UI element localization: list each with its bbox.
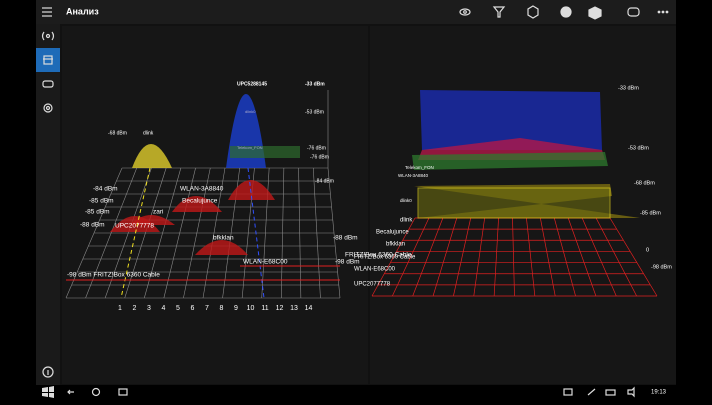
signal-dome <box>130 215 175 225</box>
network-label: WLAN-E68C00 <box>354 267 396 273</box>
signal-dome <box>172 196 222 212</box>
network-label: dlink0 <box>400 198 412 203</box>
network-label: UPC5288145 <box>237 81 267 87</box>
grid-line <box>493 217 499 297</box>
network-label: UPC2077778 <box>115 223 154 230</box>
channel-label: 3 <box>147 305 151 312</box>
network-label: WLAN-E68C00 <box>243 259 288 266</box>
channel-label: 10 <box>247 305 255 312</box>
toolbar[interactable] <box>459 5 669 20</box>
network-label: -68 dBm <box>108 130 127 136</box>
network-label: -84 dBm <box>93 186 118 193</box>
signal-surface <box>412 152 608 170</box>
grid-line <box>553 217 576 297</box>
channel-label: 14 <box>305 305 313 312</box>
level-label: -53 dBm <box>628 145 649 151</box>
grid-line <box>371 217 416 297</box>
network-label: Telekom_FON <box>237 145 263 150</box>
network-label: -98 dBm FRITZ!Box 6360 Cable <box>67 272 160 279</box>
grid-line <box>453 217 472 297</box>
labels: UPC5288145 -33 dBm -68 dBm dlink -53 dBm -76 … <box>67 81 672 312</box>
network-label: -33 dBm <box>305 81 325 87</box>
sidebar <box>36 24 60 385</box>
network-label: -53 dBm <box>305 109 324 115</box>
title-bar <box>36 0 676 24</box>
grid-line <box>581 217 617 297</box>
network-label: WLAN-3A8840 <box>180 186 224 193</box>
network-label: -84 dBm <box>315 178 334 184</box>
channel-label: 8 <box>220 305 224 312</box>
grid-line <box>473 217 485 297</box>
channel-marker <box>247 167 265 299</box>
network-label: -88 dBm <box>80 222 105 229</box>
grid-line <box>526 217 536 297</box>
taskbar-icons[interactable] <box>42 386 635 398</box>
taskbar <box>0 385 712 400</box>
channel-label: 4 <box>162 305 166 312</box>
network-label: zari <box>153 209 163 216</box>
level-label: -68 dBm <box>634 180 655 186</box>
network-label: UPC2077778 <box>354 282 391 288</box>
network-label: Becalujunce <box>182 198 218 205</box>
network-label: FRITZ!Box 6360 Cable <box>354 255 416 261</box>
network-label: -76 dBm <box>310 154 329 160</box>
sidebar-active[interactable] <box>36 48 60 72</box>
network-label: -85 dBm <box>85 209 110 216</box>
clock: 19:13 <box>651 390 667 396</box>
grid-line <box>567 217 597 297</box>
network-label: Becalujunce <box>376 230 409 236</box>
network-label: WLAN-3A8840 <box>398 173 429 178</box>
network-label: FRITZ!Box 6360 Cable <box>345 252 412 259</box>
channel-label: 9 <box>234 305 238 312</box>
level-label: 0 <box>646 247 649 253</box>
network-label: bfkklan <box>386 242 405 248</box>
channel-label: 12 <box>276 305 284 312</box>
signal-surface <box>420 90 602 150</box>
level-label: -98 dBm <box>651 264 672 270</box>
page-title: Анализ <box>66 6 99 16</box>
channel-label: 6 <box>191 305 195 312</box>
grid-line <box>392 217 430 297</box>
network-label: dlink <box>400 218 413 224</box>
network-label: -85 dBm <box>89 198 114 205</box>
grid-line <box>595 217 637 297</box>
channel-label: 5 <box>176 305 180 312</box>
network-label: -98 dBm <box>335 259 360 266</box>
signal-band <box>230 146 300 158</box>
level-label: -85 dBm <box>640 210 661 216</box>
network-label: -88 dBm <box>333 235 358 242</box>
channel-label: 2 <box>133 305 137 312</box>
channel-marker <box>120 167 151 299</box>
grid-line <box>432 217 458 297</box>
grid-line <box>609 217 658 297</box>
floor-grid <box>65 90 341 299</box>
network-label: Telekom_FON <box>405 165 434 170</box>
grid-line <box>512 217 515 297</box>
signal-surface <box>417 187 611 219</box>
signal-dome <box>228 180 275 200</box>
sidebar-icons[interactable] <box>41 31 55 378</box>
level-label: -33 dBm <box>618 85 639 91</box>
menu-button[interactable] <box>42 7 52 17</box>
channel-label: 1 <box>118 305 122 312</box>
grid-line <box>540 217 556 297</box>
signal-dome <box>195 240 248 255</box>
network-label: dlink0 <box>245 109 256 114</box>
signal-dome <box>132 144 172 168</box>
grid-line <box>412 217 444 297</box>
network-label: dlink <box>143 130 154 136</box>
network-label: -76 dBm <box>307 145 326 151</box>
channel-label: 11 <box>261 305 268 312</box>
channel-label: 13 <box>290 305 298 312</box>
channel-label: 7 <box>205 305 209 312</box>
network-label: bfkklan <box>213 235 234 242</box>
